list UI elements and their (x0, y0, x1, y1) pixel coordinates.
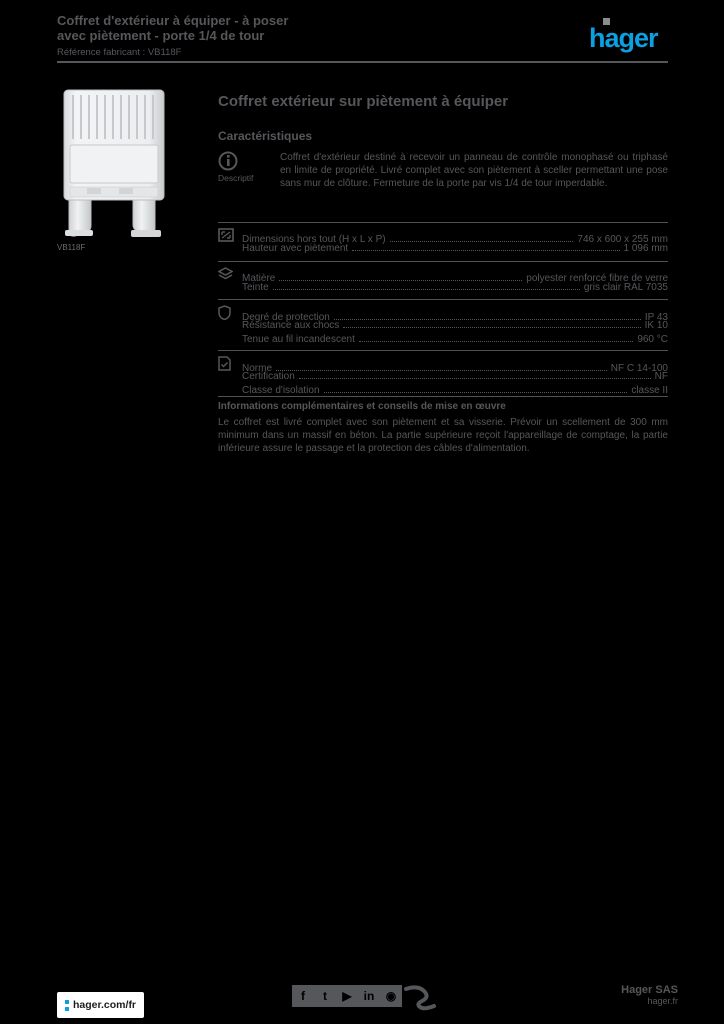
group-divider (218, 396, 668, 397)
instagram-icon[interactable]: ◉ (380, 985, 402, 1007)
complementary-info-text: Le coffret est livré complet avec son pi… (218, 417, 668, 454)
characteristic-group-dimensions: Dimensions hors tout (H x L x P) 746 x 6… (218, 228, 668, 255)
product-photo-block: VB118F (57, 87, 175, 252)
characteristic-value: IP 43 (644, 312, 668, 323)
dotted-leader (298, 378, 651, 379)
document-header: Coffret d'extérieur à équiper - à poser … (57, 13, 477, 58)
material-icon (218, 267, 233, 280)
characteristic-label: Certification (242, 371, 295, 382)
linkedin-icon[interactable]: in (358, 985, 380, 1007)
product-photo (63, 89, 165, 237)
twitter-icon[interactable]: t (314, 985, 336, 1007)
footer-site: hager.fr (647, 996, 678, 1006)
dotted-leader (389, 241, 574, 242)
characteristic-group-protection: Degré de protection IP 43 Résistance aux… (218, 305, 668, 346)
dotted-leader (272, 289, 580, 290)
hager-logo: hager (589, 18, 659, 53)
characteristic-value: 960 °C (637, 334, 668, 345)
section-title: Caractéristiques (218, 129, 313, 143)
characteristic-value: 746 x 600 x 255 mm (577, 234, 668, 245)
dotted-leader (358, 341, 634, 342)
characteristic-value: IK 10 (644, 320, 668, 331)
group-divider (218, 222, 668, 223)
characteristic-label: Tenue au fil incandescent (242, 334, 355, 345)
characteristic-label: Degré de protection (242, 312, 330, 323)
header-divider (57, 61, 668, 63)
footer-company: Hager SAS (621, 984, 678, 996)
dotted-leader (276, 370, 607, 371)
characteristic-label: Norme (242, 363, 273, 374)
logo-mark (603, 18, 610, 25)
complementary-info-heading: Informations complémentaires et conseils… (218, 401, 506, 412)
characteristic-group-matiere: Matière polyester renforcé fibre de verr… (218, 267, 668, 294)
header-title-line1: Coffret d'extérieur à équiper - à poser (57, 13, 289, 28)
dimensions-icon (218, 228, 234, 242)
characteristic-value: NF C 14-100 (610, 363, 668, 374)
logo-colon-icon (65, 999, 70, 1011)
dotted-leader (279, 280, 523, 281)
page-title: Coffret extérieur sur piètement à équipe… (218, 93, 509, 110)
characteristic-label: Hauteur avec piètement (242, 243, 349, 254)
group-divider (218, 299, 668, 300)
complementary-info-block: Informations complémentaires et conseils… (218, 401, 668, 455)
characteristic-row: Dimensions hors tout (H x L x P) 746 x 6… (218, 228, 668, 245)
characteristic-row: Certification NF (218, 370, 668, 383)
characteristic-label: Dimensions hors tout (H x L x P) (242, 234, 386, 245)
characteristic-value: polyester renforcé fibre de verre (526, 273, 668, 284)
characteristic-row: Tenue au fil incandescent 960 °C (218, 333, 668, 346)
characteristic-row: Matière polyester renforcé fibre de verr… (218, 267, 668, 284)
group-divider (218, 261, 668, 262)
header-title-line2: avec piètement - porte 1/4 de tour (57, 28, 265, 43)
characteristic-value: NF (654, 371, 668, 382)
social-icons-row: f t ▶ in ◉ (292, 985, 438, 1011)
characteristic-row: Résistance aux chocs IK 10 (218, 319, 668, 332)
characteristic-row: Classe d'isolation classe II (218, 384, 668, 397)
dotted-leader (333, 319, 641, 320)
standard-document-icon (218, 356, 231, 371)
characteristic-group-descriptif: Descriptif Coffret d'extérieur destiné à… (218, 151, 668, 190)
dotted-leader (343, 327, 641, 328)
header-reference: Référence fabricant : VB118F (57, 47, 182, 58)
logo-text: hager (589, 23, 659, 53)
characteristic-row: Norme NF C 14-100 (218, 356, 668, 374)
characteristic-row: Hauteur avec piètement 1 096 mm (218, 242, 668, 255)
characteristic-label: Résistance aux chocs (242, 320, 340, 331)
facebook-icon[interactable]: f (292, 985, 314, 1007)
characteristic-value: classe II (631, 385, 668, 396)
characteristic-row: Degré de protection IP 43 (218, 305, 668, 323)
dotted-leader (352, 250, 620, 251)
info-icon (218, 151, 238, 171)
description-text: Coffret d'extérieur destiné à recevoir u… (280, 152, 668, 189)
characteristic-group-normes: Norme NF C 14-100 Certification NF Class… (218, 356, 668, 397)
characteristic-label: Teinte (242, 282, 269, 293)
website-link[interactable]: hager.com/fr (57, 992, 145, 1018)
footer-right-text: Hager SAS hager.fr (558, 984, 678, 1007)
youtube-icon[interactable]: ▶ (336, 985, 358, 1007)
icon-label: Descriptif (218, 173, 254, 183)
characteristic-label: Classe d'isolation (242, 385, 320, 396)
characteristic-row: Teinte gris clair RAL 7035 (218, 281, 668, 294)
group-divider (218, 350, 668, 351)
characteristic-value: 1 096 mm (623, 243, 668, 254)
characteristic-value: gris clair RAL 7035 (583, 282, 668, 293)
photo-caption: VB118F (57, 243, 86, 252)
pinterest-swoosh-icon[interactable] (404, 985, 438, 1011)
dotted-leader (323, 392, 628, 393)
shield-icon (218, 305, 231, 320)
website-url: hager.com/fr (73, 999, 137, 1011)
characteristic-label: Matière (242, 273, 276, 284)
